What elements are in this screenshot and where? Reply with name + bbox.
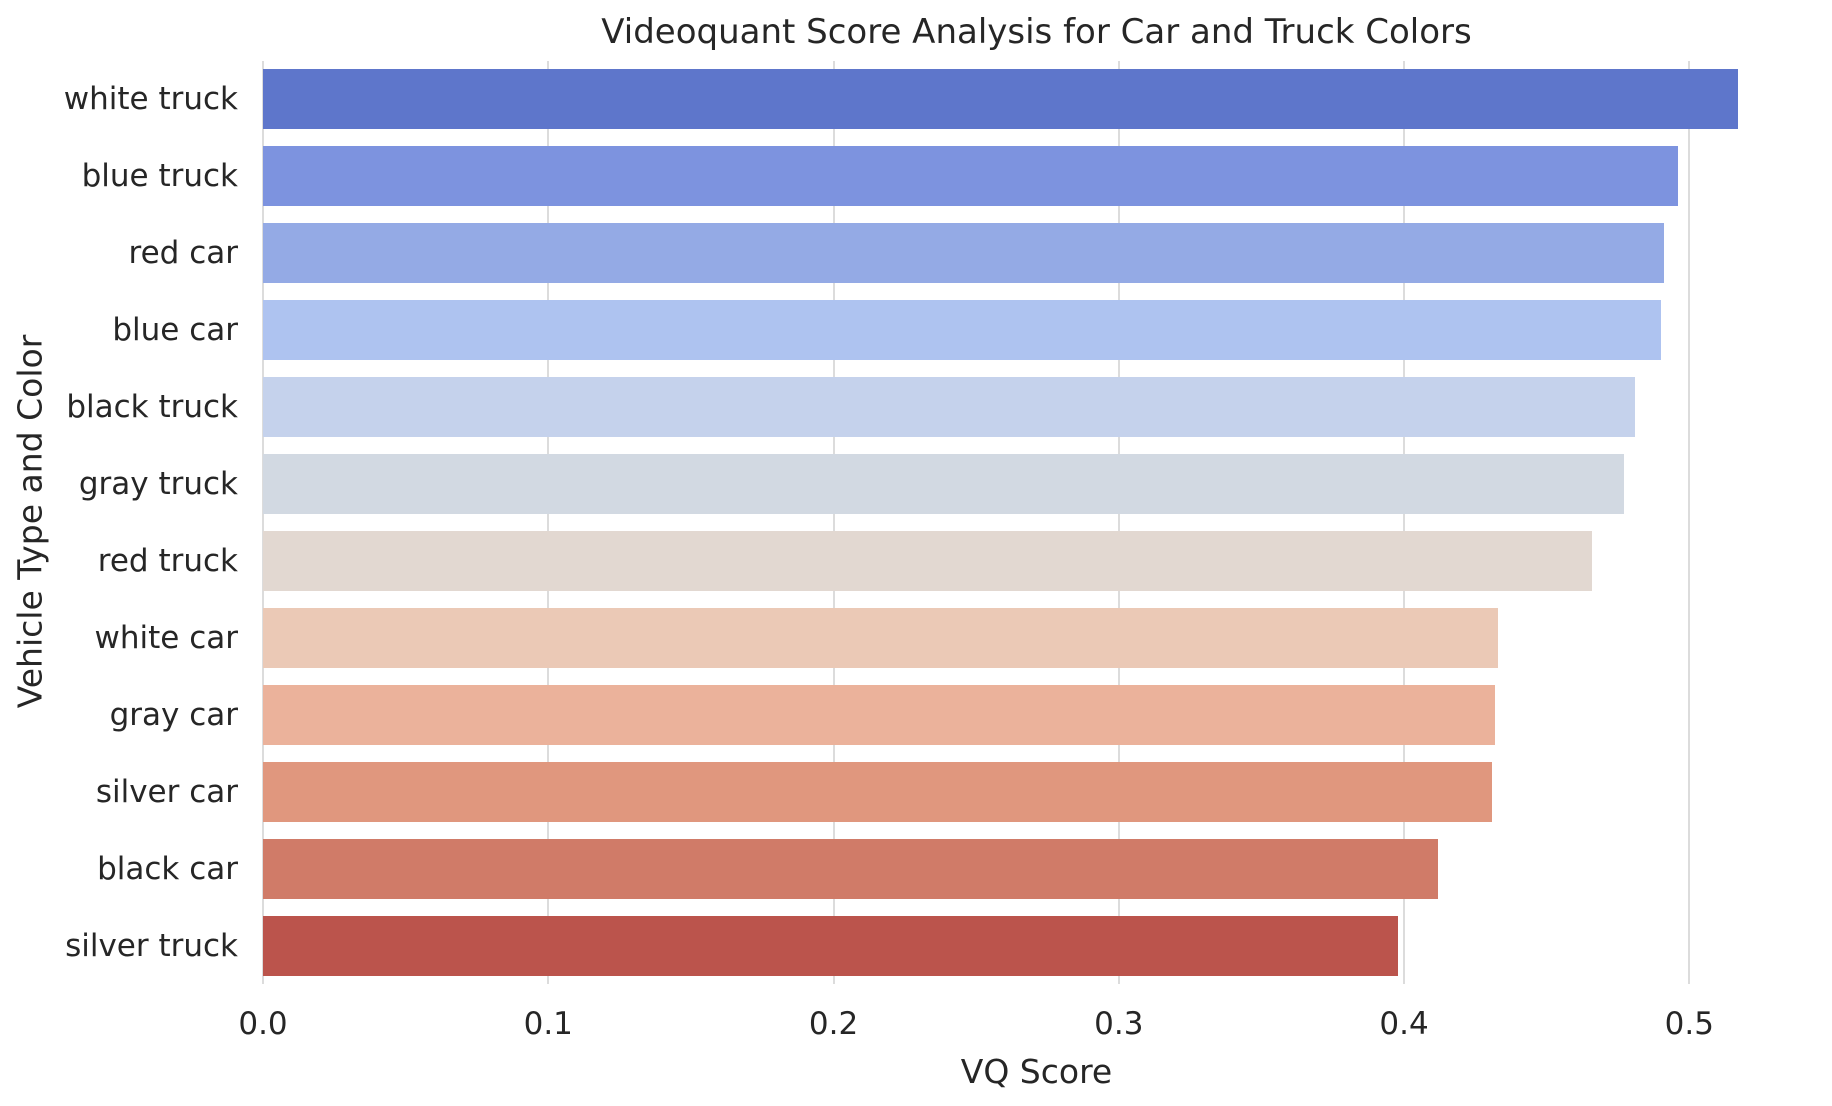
ytick-label-black-car: black car [97,850,238,887]
bar-black-truck [263,377,1636,438]
bars-container [263,61,1810,984]
chart-title: Videoquant Score Analysis for Car and Tr… [601,12,1472,52]
ytick-label-blue-car: blue car [112,312,238,349]
ytick-label-black-truck: black truck [66,389,238,426]
bar-row-red-car [263,215,1810,292]
bar-gray-truck [263,454,1624,515]
ytick-label-red-truck: red truck [97,542,238,579]
gridline-0.1 [547,61,550,984]
bar-red-truck [263,530,1593,591]
ytick-label-silver-car: silver car [95,773,238,810]
bar-white-truck [263,69,1738,130]
bar-blue-car [263,300,1661,361]
xtick-label-0.0: 0.0 [238,1006,288,1042]
bar-row-gray-car [263,676,1810,753]
ytick-label-white-truck: white truck [63,81,238,118]
ytick-label-white-car: white car [94,619,238,656]
bar-black-car [263,838,1439,899]
x-axis-label: VQ Score [960,1052,1113,1091]
gridline-0.3 [1117,61,1120,984]
plot-area [262,61,1810,984]
gridline-0.2 [832,61,835,984]
gridline-0.0 [262,61,264,984]
bar-silver-car [263,761,1493,822]
bar-gray-car [263,684,1496,745]
bar-white-car [263,607,1499,668]
bar-row-white-car [263,599,1810,676]
ytick-label-gray-car: gray car [109,696,238,733]
ytick-label-silver-truck: silver truck [65,927,238,964]
bar-row-silver-truck [263,907,1810,984]
bar-row-red-truck [263,523,1810,600]
xtick-label-0.4: 0.4 [1379,1006,1429,1042]
bar-blue-truck [263,146,1678,207]
ytick-label-gray-truck: gray truck [78,466,238,503]
xtick-label-0.3: 0.3 [1094,1006,1144,1042]
bar-row-blue-truck [263,138,1810,215]
bar-red-car [263,223,1664,284]
bar-silver-truck [263,915,1399,976]
y-axis-label: Vehicle Type and Color [10,334,50,709]
xtick-label-0.2: 0.2 [808,1006,859,1042]
bar-row-black-truck [263,369,1810,446]
ytick-label-blue-truck: blue truck [81,158,238,195]
gridline-0.5 [1688,61,1691,984]
bar-row-blue-car [263,292,1810,369]
bar-row-white-truck [263,61,1810,138]
bar-row-gray-truck [263,446,1810,523]
bar-row-silver-car [263,753,1810,830]
gridline-0.4 [1403,61,1406,984]
bar-row-black-car [263,830,1810,907]
ytick-label-red-car: red car [128,235,238,272]
xtick-label-0.1: 0.1 [523,1006,573,1042]
xtick-label-0.5: 0.5 [1664,1006,1714,1042]
